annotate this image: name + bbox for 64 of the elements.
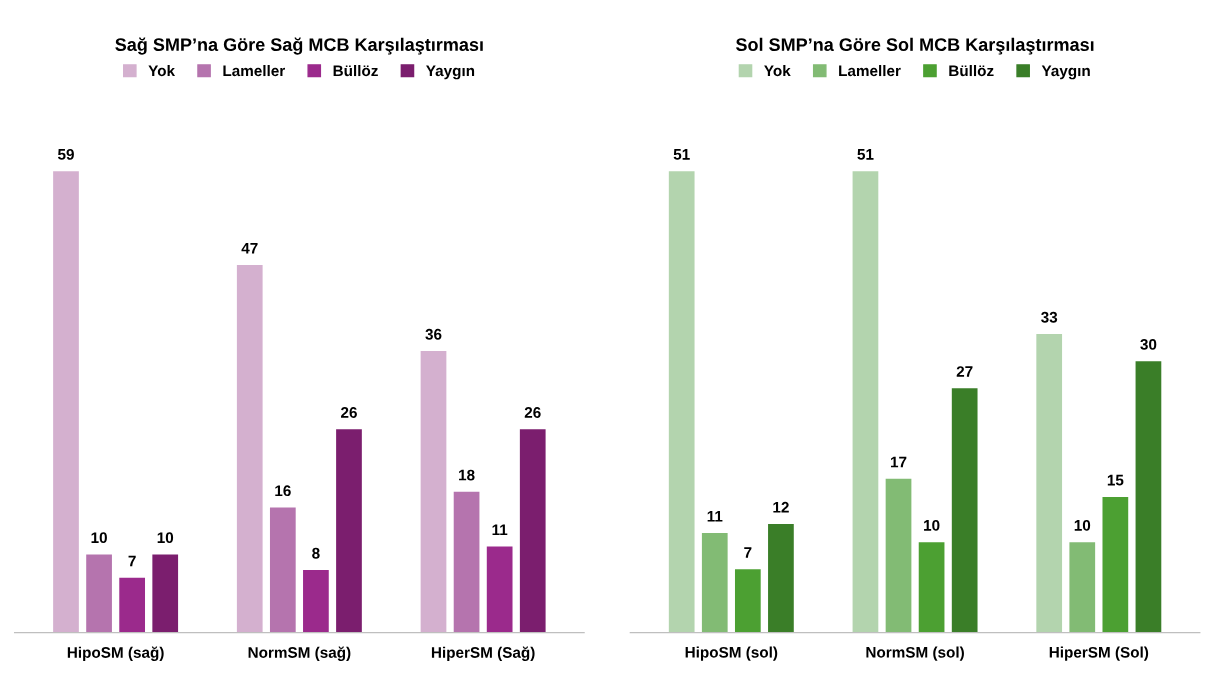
- bar: [1102, 496, 1129, 633]
- bar: [768, 524, 794, 633]
- bar: [303, 570, 329, 633]
- legend-label: Yok: [764, 64, 791, 77]
- data-label: 7: [128, 555, 136, 567]
- data-label: 12: [773, 501, 789, 513]
- bar: [336, 429, 362, 633]
- bar: [918, 542, 945, 633]
- data-label: 10: [1074, 519, 1091, 531]
- data-label: 27: [956, 366, 973, 377]
- bar: [701, 533, 728, 633]
- data-label: 16: [275, 485, 291, 497]
- bar: [86, 554, 112, 633]
- data-label: 11: [707, 511, 723, 522]
- legend-label: Yaygın: [1041, 65, 1090, 80]
- data-label: 30: [1140, 338, 1157, 350]
- x-tick-label: HipoSM (sol): [685, 646, 778, 661]
- bar: [269, 507, 296, 633]
- bar: [734, 569, 761, 633]
- x-tick-label: NormSM (sol): [866, 646, 964, 661]
- x-tick-label: NormSM (sağ): [248, 646, 351, 661]
- data-label: 59: [57, 148, 74, 160]
- data-label: 7: [744, 547, 752, 558]
- data-label: 10: [91, 532, 107, 544]
- legend-label: Lameller: [223, 64, 286, 77]
- data-label: 26: [341, 407, 357, 418]
- x-tick-label: HipoSM (sağ): [67, 646, 164, 661]
- bar: [1135, 361, 1162, 633]
- bar: [453, 491, 480, 633]
- chart-title: Sağ SMP’na Göre Sağ MCB Karşılaştırması: [115, 37, 483, 55]
- legend-label: Yaygın: [426, 65, 475, 80]
- bar: [885, 478, 912, 633]
- bar: [852, 171, 879, 633]
- legend-label: Büllöz: [949, 64, 994, 77]
- bar: [486, 546, 513, 633]
- data-label: 26: [524, 407, 541, 418]
- data-label: 51: [673, 149, 690, 160]
- data-label: 33: [1041, 311, 1058, 323]
- bar: [951, 388, 978, 633]
- legend-label: Büllöz: [333, 64, 378, 77]
- bar: [519, 429, 546, 633]
- data-label: 17: [890, 456, 907, 468]
- data-label: 51: [857, 149, 874, 160]
- data-label: 15: [1107, 474, 1124, 486]
- chart-title: Sol SMP’na Göre Sol MCB Karşılaştırması: [735, 37, 1094, 55]
- legend-label: Yok: [148, 64, 176, 77]
- data-label: 10: [924, 519, 940, 531]
- bar: [119, 577, 146, 633]
- bar: [53, 171, 79, 633]
- data-label: 8: [312, 547, 320, 559]
- bar: [1069, 542, 1096, 633]
- bar: [420, 351, 447, 633]
- data-label: 11: [492, 524, 508, 536]
- bar: [236, 265, 263, 633]
- x-tick-label: HiperSM (Sağ): [431, 646, 535, 661]
- data-label: 36: [425, 328, 442, 340]
- data-label: 18: [459, 469, 475, 481]
- bar: [152, 554, 179, 633]
- bar: [668, 171, 695, 633]
- legend-label: Lameller: [839, 64, 901, 77]
- bar: [1036, 334, 1063, 633]
- data-label: 10: [157, 532, 174, 544]
- x-tick-label: HiperSM (Sol): [1049, 646, 1149, 661]
- data-label: 47: [241, 242, 258, 254]
